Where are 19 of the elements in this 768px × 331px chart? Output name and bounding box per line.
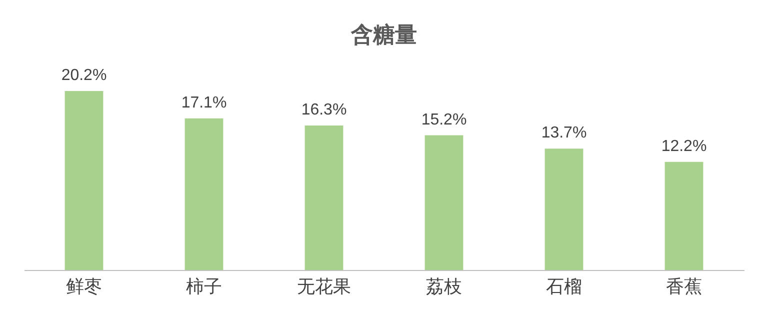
x-tick-label: 无花果 bbox=[297, 276, 351, 296]
data-label: 13.7% bbox=[541, 124, 587, 142]
data-label: 15.2% bbox=[421, 111, 467, 128]
data-label: 16.3% bbox=[301, 102, 347, 119]
chart-title: 含糖量 bbox=[350, 22, 417, 47]
x-tick-label: 石榴 bbox=[546, 276, 582, 296]
x-tick-label: 鲜枣 bbox=[66, 276, 102, 296]
x-tick-label: 香蕉 bbox=[666, 276, 702, 296]
bar bbox=[64, 90, 104, 270]
bar bbox=[544, 148, 584, 270]
bar bbox=[304, 126, 344, 270]
bar bbox=[664, 162, 704, 270]
data-label: 17.1% bbox=[181, 94, 227, 112]
x-tick-label: 荔枝 bbox=[426, 276, 462, 296]
data-label: 12.2% bbox=[661, 138, 707, 155]
bar bbox=[184, 118, 224, 270]
data-label: 20.2% bbox=[61, 66, 107, 84]
bar bbox=[424, 135, 464, 270]
x-tick-label: 柿子 bbox=[186, 276, 222, 296]
